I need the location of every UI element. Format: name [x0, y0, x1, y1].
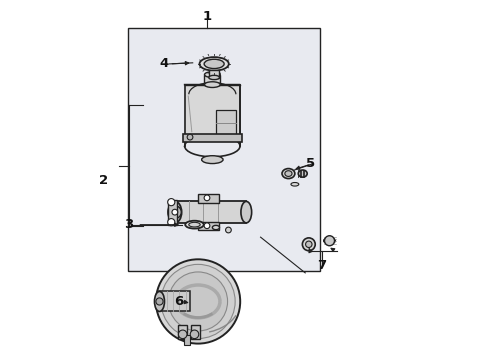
Bar: [183, 134, 242, 143]
Text: 2: 2: [99, 174, 108, 186]
Circle shape: [156, 298, 163, 305]
Bar: [167, 200, 176, 225]
Ellipse shape: [201, 156, 223, 163]
Ellipse shape: [185, 221, 203, 229]
Circle shape: [203, 223, 209, 229]
Text: 7: 7: [316, 259, 325, 272]
Ellipse shape: [298, 170, 306, 177]
Circle shape: [167, 219, 175, 226]
Bar: [183, 335, 190, 345]
Ellipse shape: [204, 72, 220, 77]
Bar: [198, 194, 219, 203]
Circle shape: [178, 330, 186, 339]
Circle shape: [203, 195, 209, 201]
Circle shape: [305, 241, 311, 248]
Ellipse shape: [208, 75, 219, 80]
Bar: [175, 202, 246, 223]
Circle shape: [324, 236, 334, 246]
Bar: [178, 325, 187, 339]
Circle shape: [190, 330, 198, 339]
Ellipse shape: [323, 238, 335, 244]
Ellipse shape: [199, 57, 228, 71]
Bar: [159, 292, 189, 311]
Circle shape: [187, 134, 192, 140]
Ellipse shape: [282, 168, 294, 179]
Bar: [190, 325, 200, 339]
Text: 1: 1: [202, 10, 211, 23]
Ellipse shape: [204, 82, 220, 87]
Ellipse shape: [212, 225, 219, 230]
Ellipse shape: [188, 222, 200, 227]
Ellipse shape: [203, 59, 224, 68]
Ellipse shape: [290, 183, 298, 186]
Text: 5: 5: [305, 157, 314, 170]
Circle shape: [168, 206, 181, 219]
Circle shape: [161, 264, 235, 338]
Circle shape: [156, 259, 240, 343]
Ellipse shape: [168, 202, 181, 223]
Polygon shape: [184, 85, 240, 146]
Circle shape: [167, 199, 175, 206]
Ellipse shape: [285, 171, 291, 176]
Circle shape: [225, 227, 231, 233]
Text: 6: 6: [173, 295, 183, 308]
Bar: [208, 70, 219, 78]
Text: 4: 4: [159, 57, 168, 71]
Circle shape: [168, 272, 227, 331]
Circle shape: [302, 238, 315, 251]
Ellipse shape: [154, 292, 164, 311]
Circle shape: [172, 209, 177, 215]
Bar: [128, 28, 319, 271]
Ellipse shape: [241, 202, 251, 223]
Bar: [198, 222, 219, 230]
Text: 3: 3: [123, 218, 133, 231]
Bar: [216, 111, 235, 135]
Bar: [204, 75, 220, 85]
